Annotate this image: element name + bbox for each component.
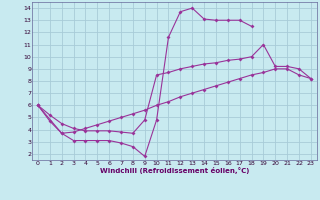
X-axis label: Windchill (Refroidissement éolien,°C): Windchill (Refroidissement éolien,°C) [100, 167, 249, 174]
